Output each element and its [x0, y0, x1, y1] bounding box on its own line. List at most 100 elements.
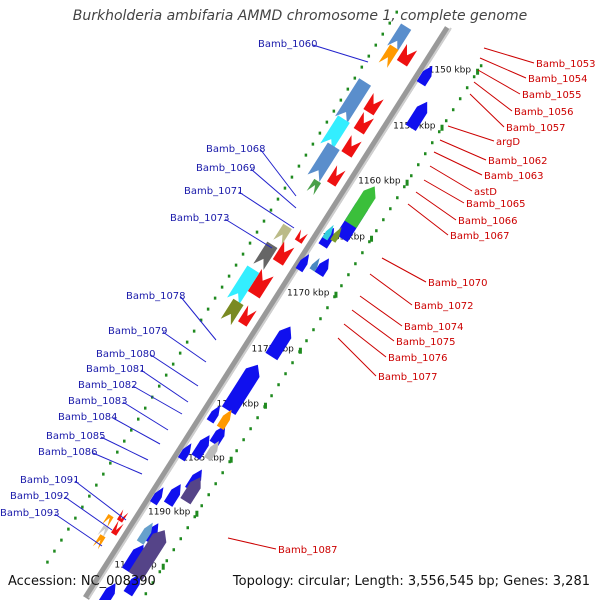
- left-tick-dot: [228, 460, 231, 464]
- right-tick-dot: [395, 10, 398, 14]
- right-gene-label: Bamb_1053: [536, 59, 596, 70]
- left-tick-dot: [249, 427, 252, 431]
- right-gene-label: Bamb_1067: [450, 231, 510, 242]
- plus-strand-gene: [221, 364, 260, 416]
- left-tick-dot: [207, 493, 210, 497]
- left-tick-dot: [235, 449, 238, 453]
- plus-strand-gene: [163, 484, 181, 507]
- accession-text: Accession: NC_008390: [8, 574, 156, 589]
- plus-strand-gene: [177, 443, 192, 462]
- left-tick-dot: [144, 592, 148, 596]
- right-tick-dot: [269, 208, 273, 212]
- right-tick-dot: [367, 54, 371, 58]
- left-leader-line: [132, 385, 183, 415]
- left-leader-line: [238, 191, 295, 229]
- left-tick-dot: [312, 328, 315, 332]
- right-leader-line: [447, 125, 495, 142]
- right-gene-label: Bamb_1065: [466, 199, 526, 210]
- plus-strand-gene: [416, 65, 433, 87]
- right-tick-dot: [109, 461, 112, 465]
- right-tick-dot: [67, 527, 70, 531]
- minus-strand-gene: [238, 305, 257, 327]
- minus-strand-gene: [363, 92, 384, 116]
- feature-block: [335, 78, 372, 124]
- kbp-tick-mark: [370, 235, 374, 242]
- left-gene-label: Bamb_1085: [46, 431, 106, 442]
- right-gene-label: astD: [474, 187, 497, 198]
- feature-block: [378, 44, 399, 68]
- right-leader-line: [477, 69, 521, 95]
- feature-block: [344, 186, 376, 229]
- left-gene-label: Bamb_1078: [126, 291, 186, 302]
- left-tick-dot: [465, 86, 469, 90]
- right-leader-line: [423, 179, 465, 204]
- right-tick-dot: [192, 329, 196, 333]
- left-gene-label: Bamb_1079: [108, 326, 168, 337]
- left-leader-line: [64, 496, 113, 531]
- feature-block: [306, 178, 322, 196]
- left-gene-label: Bamb_1086: [38, 447, 98, 458]
- feature-block: [220, 298, 244, 326]
- right-leader-line: [227, 537, 277, 550]
- left-leader-line: [260, 149, 297, 197]
- right-tick-dot: [297, 164, 301, 168]
- right-tick-dot: [227, 274, 231, 278]
- feature-block: [180, 477, 201, 505]
- left-gene-label: Bamb_1083: [68, 396, 128, 407]
- left-leader-line: [54, 513, 103, 547]
- left-tick-dot: [403, 185, 406, 189]
- left-tick-dot: [417, 163, 420, 167]
- left-tick-dot: [458, 97, 462, 101]
- plus-strand-gene: [314, 258, 329, 278]
- left-tick-dot: [172, 548, 176, 552]
- left-tick-dot: [200, 504, 203, 508]
- left-gene-label: Bamb_1084: [58, 412, 118, 423]
- right-tick-dot: [74, 516, 77, 520]
- minus-strand-gene: [111, 520, 124, 536]
- left-gene-label: Bamb_1060: [258, 39, 318, 50]
- left-tick-dot: [277, 383, 280, 387]
- right-tick-dot: [374, 43, 378, 47]
- feature-block: [309, 258, 320, 272]
- left-tick-dot: [214, 482, 217, 486]
- plus-strand-gene: [206, 405, 221, 424]
- right-tick-dot: [290, 175, 294, 179]
- right-tick-dot: [360, 65, 364, 69]
- left-tick-dot: [326, 306, 329, 310]
- left-tick-dot: [361, 251, 364, 255]
- left-tick-dot: [368, 240, 371, 244]
- right-leader-line: [429, 165, 473, 192]
- right-leader-line: [359, 295, 403, 327]
- right-tick-dot: [137, 417, 140, 421]
- plus-strand-gene: [209, 425, 226, 447]
- left-tick-dot: [256, 416, 259, 420]
- right-tick-dot: [102, 472, 105, 476]
- right-tick-dot: [325, 120, 329, 124]
- left-gene-label: Bamb_1073: [170, 213, 230, 224]
- left-tick-dot: [382, 218, 385, 222]
- left-leader-line: [74, 480, 127, 521]
- left-leader-line: [92, 452, 143, 475]
- left-tick-dot: [305, 339, 308, 343]
- minus-strand-gene: [326, 165, 346, 187]
- feature-block: [320, 115, 350, 151]
- right-tick-dot: [346, 87, 350, 91]
- plus-strand-gene: [123, 573, 141, 597]
- left-tick-dot: [193, 515, 196, 519]
- left-leader-line: [224, 218, 273, 249]
- left-gene-label: Bamb_1081: [86, 364, 146, 375]
- right-tick-dot: [88, 494, 91, 498]
- right-leader-line: [415, 191, 457, 221]
- left-tick-dot: [333, 295, 336, 299]
- minus-strand-gene: [294, 229, 308, 244]
- feature-block: [97, 525, 109, 539]
- left-gene-label: Bamb_1068: [206, 144, 266, 155]
- right-tick-dot: [276, 197, 280, 201]
- left-tick-dot: [340, 284, 343, 288]
- right-tick-dot: [213, 296, 217, 300]
- kbp-label: 1185 kbp: [182, 454, 225, 464]
- left-tick-dot: [347, 273, 350, 277]
- feature-block: [102, 514, 114, 528]
- right-gene-label: Bamb_1077: [378, 372, 438, 383]
